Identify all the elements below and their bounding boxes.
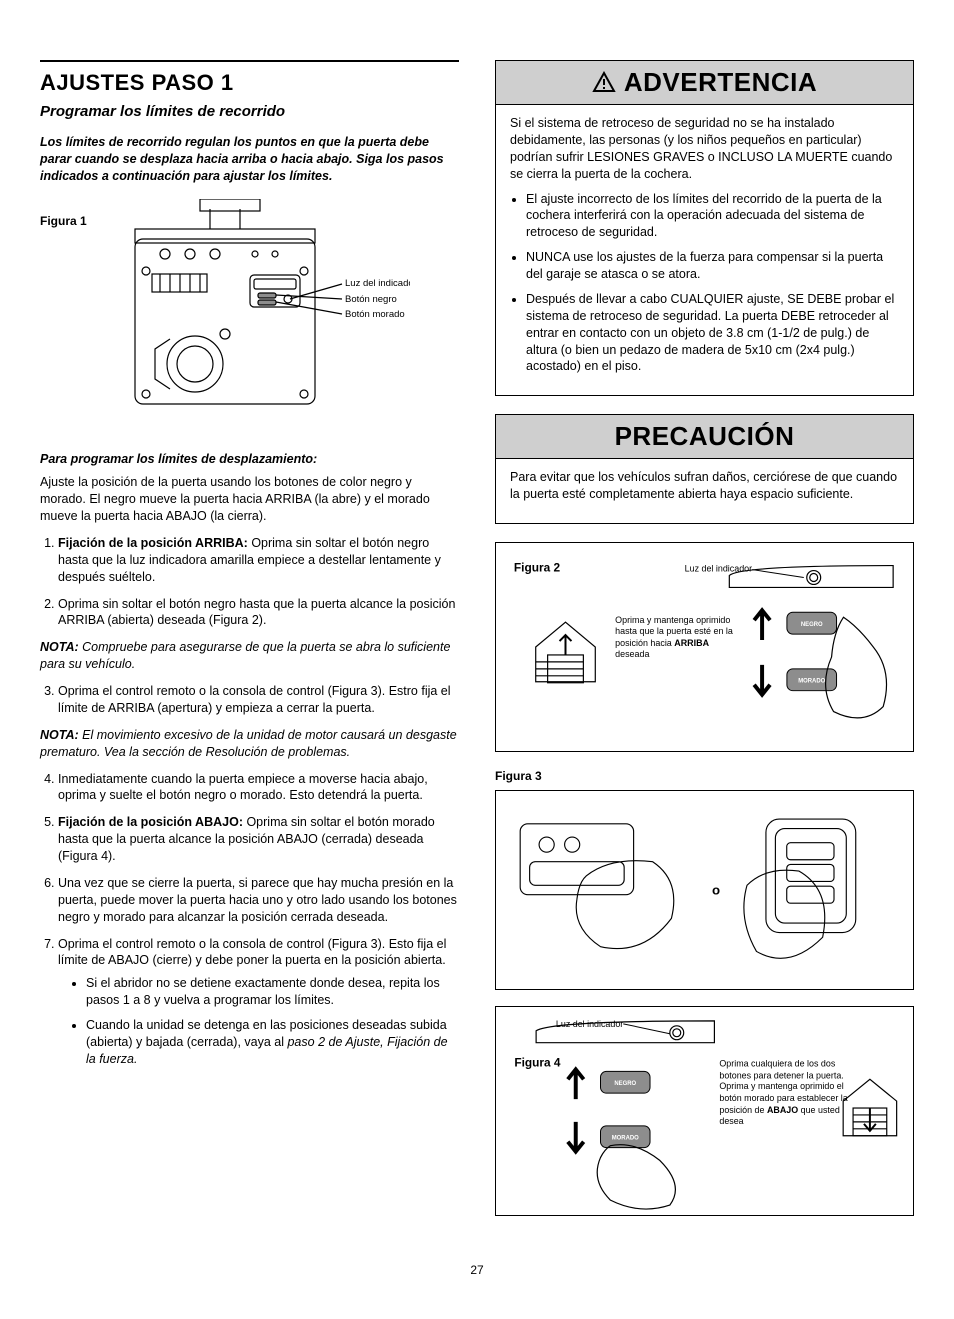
fig2-negro-btn: NEGRO — [801, 622, 823, 628]
nota-1-lead: NOTA: — [40, 640, 79, 654]
figure-4-label: Figura 4 — [514, 1056, 561, 1070]
caution-header: PRECAUCIÓN — [496, 415, 913, 459]
figure-2: Figura 2 Luz del indicador — [495, 542, 914, 752]
step-1-lead: Fijación de la posición ARRIBA: — [58, 536, 248, 550]
nota-2: NOTA: El movimiento excesivo de la unida… — [40, 727, 459, 761]
page-number: 27 — [40, 1262, 914, 1278]
warning-header: ADVERTENCIA — [496, 61, 913, 105]
warning-bullets: El ajuste incorrecto de los límites del … — [510, 191, 899, 376]
fig1-callout-negro: Botón negro — [345, 294, 397, 305]
caution-body: Para evitar que los vehículos sufran dañ… — [496, 459, 913, 523]
figure-2-label: Figura 2 — [514, 561, 561, 575]
warning-title: ADVERTENCIA — [624, 65, 817, 100]
main-heading: AJUSTES PASO 1 — [40, 68, 459, 98]
step-3: Oprima el control remoto o la consola de… — [58, 683, 459, 717]
para-heading: Para programar los límites de desplazami… — [40, 451, 459, 468]
step-2: Oprima sin soltar el botón negro hasta q… — [58, 596, 459, 630]
fig2-deseada: deseada — [615, 649, 649, 659]
warning-p1: Si el sistema de retroceso de seguridad … — [510, 115, 899, 183]
caution-title: PRECAUCIÓN — [615, 419, 795, 454]
step-7: Oprima el control remoto o la consola de… — [58, 936, 459, 1068]
left-column: AJUSTES PASO 1 Programar los límites de … — [40, 60, 459, 1232]
step-5: Fijación de la posición ABAJO: Oprima si… — [58, 814, 459, 865]
step-4: Inmediatamente cuando la puerta empiece … — [58, 771, 459, 805]
nota-1-text: Compruebe para asegurarse de que la puer… — [40, 640, 450, 671]
fig2-morado-btn: MORADO — [798, 679, 825, 685]
figure-3-wrapper: Figura 3 o — [495, 768, 914, 990]
steps-list-cont2: Inmediatamente cuando la puerta empiece … — [40, 771, 459, 1068]
intro-text: Los límites de recorrido regulan los pun… — [40, 134, 459, 185]
step-1: Fijación de la posición ARRIBA: Oprima s… — [58, 535, 459, 586]
steps-list: Fijación de la posición ARRIBA: Oprima s… — [40, 535, 459, 629]
fig4-morado-btn: MORADO — [612, 1136, 639, 1142]
fig2-arriba: ARRIBA — [674, 638, 709, 648]
figure-3-diagram: o — [506, 801, 903, 979]
fig1-callout-luz: Luz del indicador — [345, 278, 410, 289]
warn-bullet-1: El ajuste incorrecto de los límites del … — [526, 191, 899, 242]
figure-4-diagram: Luz del indicador Figura 4 NEGRO MORADO — [496, 1007, 913, 1215]
fig2-luz-label: Luz del indicador — [685, 564, 752, 574]
body-text-1: Ajuste la posición de la puerta usando l… — [40, 474, 459, 525]
warning-box: ADVERTENCIA Si el sistema de retroceso d… — [495, 60, 914, 396]
figure-4: Luz del indicador Figura 4 NEGRO MORADO — [495, 1006, 914, 1216]
nota-2-lead: NOTA: — [40, 728, 79, 742]
fig4-negro-btn: NEGRO — [614, 1082, 636, 1088]
step-5-lead: Fijación de la posición ABAJO: — [58, 815, 243, 829]
warning-body: Si el sistema de retroceso de seguridad … — [496, 105, 913, 395]
fig3-or: o — [712, 883, 720, 898]
figure-3-label: Figura 3 — [495, 768, 914, 784]
sub-bullet-1: Si el abridor no se detiene exactamente … — [86, 975, 459, 1009]
caution-box: PRECAUCIÓN Para evitar que los vehículos… — [495, 414, 914, 524]
nota-1: NOTA: Compruebe para asegurarse de que l… — [40, 639, 459, 673]
figure-1: Figura 1 — [40, 199, 459, 434]
warn-bullet-2: NUNCA use los ajustes de la fuerza para … — [526, 249, 899, 283]
warning-triangle-icon — [592, 71, 616, 95]
warn-bullet-3: Después de llevar a cabo CUALQUIER ajust… — [526, 291, 899, 375]
figure-1-diagram: Luz del indicador Botón negro Botón mora… — [40, 199, 410, 429]
figure-1-label: Figura 1 — [40, 213, 87, 229]
step-7-sublist: Si el abridor no se detiene exactamente … — [58, 975, 459, 1067]
fig4-abajo: ABAJO — [767, 1105, 798, 1115]
steps-list-cont1: Oprima el control remoto o la consola de… — [40, 683, 459, 717]
nota-2-text: El movimiento excesivo de la unidad de m… — [40, 728, 457, 759]
fig1-callout-morado: Botón morado — [345, 309, 405, 320]
figure-2-diagram: Figura 2 Luz del indicador — [496, 543, 913, 751]
section-rule — [40, 60, 459, 62]
sub-heading: Programar los límites de recorrido — [40, 102, 459, 122]
sub-bullet-2: Cuando la unidad se detenga en las posic… — [86, 1017, 459, 1068]
right-column: ADVERTENCIA Si el sistema de retroceso d… — [495, 60, 914, 1232]
step-7-text: Oprima el control remoto o la consola de… — [58, 937, 446, 968]
caution-text: Para evitar que los vehículos sufran dañ… — [510, 469, 899, 503]
step-6: Una vez que se cierre la puerta, si pare… — [58, 875, 459, 926]
figure-3: o — [495, 790, 914, 990]
